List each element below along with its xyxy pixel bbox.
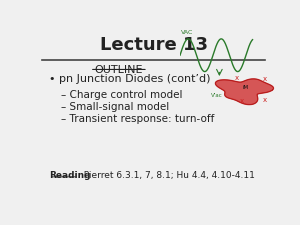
Text: – Small-signal model: – Small-signal model (61, 102, 169, 112)
Text: – Transient response: turn-off: – Transient response: turn-off (61, 115, 214, 124)
Text: x: x (263, 97, 267, 103)
Text: x: x (263, 76, 267, 82)
Text: VAC: VAC (181, 30, 194, 35)
Polygon shape (215, 79, 274, 105)
Text: : Pierret 6.3.1, 7, 8.1; Hu 4.4, 4.10-4.11: : Pierret 6.3.1, 7, 8.1; Hu 4.4, 4.10-4.… (78, 171, 255, 180)
Text: Lecture 13: Lecture 13 (100, 36, 208, 54)
Text: V'ac: V'ac (211, 93, 223, 98)
Text: OUTLINE: OUTLINE (94, 65, 143, 75)
Text: • pn Junction Diodes (cont’d): • pn Junction Diodes (cont’d) (49, 74, 211, 84)
Text: iM: iM (242, 85, 248, 90)
Text: x: x (235, 75, 239, 81)
Text: Reading: Reading (49, 171, 91, 180)
Text: – Charge control model: – Charge control model (61, 90, 182, 100)
Text: x: x (240, 98, 244, 104)
